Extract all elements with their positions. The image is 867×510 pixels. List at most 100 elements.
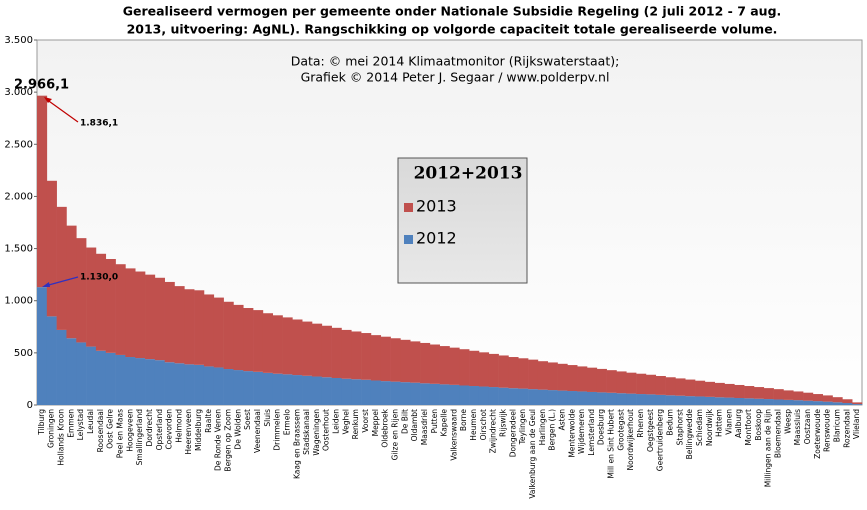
annotation-arrow <box>45 98 79 123</box>
annotation: 2.966,1 <box>14 78 69 93</box>
bar-segment <box>321 325 332 378</box>
bar-segment <box>262 372 274 405</box>
bar-segment <box>655 394 666 405</box>
x-tick-label: Valkenswaard <box>449 409 458 461</box>
x-tick-label: Vlieland <box>852 409 861 439</box>
x-tick-label: Groningen <box>47 409 56 448</box>
bar-segment <box>459 385 470 405</box>
bar-segment <box>46 180 57 317</box>
bar-segment <box>537 361 549 390</box>
annotation-arrow <box>44 276 79 287</box>
bar-segment <box>262 313 274 373</box>
x-tick-label: Bedum <box>665 409 674 436</box>
bar-segment <box>312 323 323 377</box>
x-tick-label: Kaag en Braassem <box>292 409 301 479</box>
bar-segment <box>135 271 146 359</box>
bar-segment <box>547 390 558 405</box>
chart-title: 2013, uitvoering: AgNL). Rangschikking o… <box>127 22 778 37</box>
bar-segment <box>439 346 450 385</box>
bar-segment <box>704 381 715 397</box>
bar-segment <box>331 327 342 378</box>
bar-segment <box>400 382 411 405</box>
bar-segment <box>528 389 539 405</box>
x-tick-label: Oosterhout <box>322 409 331 451</box>
bar-segment <box>783 399 794 405</box>
x-tick-label: Bergen op Zoom <box>224 409 233 472</box>
bar-segment <box>459 349 470 386</box>
x-tick-label: Blaricum <box>832 409 841 442</box>
bar-segment <box>125 357 136 405</box>
x-tick-label: Oost Gelre <box>106 409 115 449</box>
bar-segment <box>469 386 480 405</box>
bar-segment <box>400 339 411 383</box>
bar-segment <box>361 333 372 380</box>
bar-segment <box>665 377 676 396</box>
x-tick-label: Ermelo <box>282 409 291 436</box>
x-tick-label: Oldambt <box>410 409 419 441</box>
bar-segment <box>832 397 843 403</box>
bar-segment <box>331 377 342 405</box>
x-tick-label: Helmond <box>174 409 183 443</box>
bar-segment <box>793 400 804 405</box>
bar-segment <box>753 398 765 405</box>
bar-segment <box>547 362 558 391</box>
bar-segment <box>312 376 323 405</box>
bar-segment <box>773 399 784 405</box>
bar-segment <box>115 354 126 405</box>
bar-segment <box>685 396 696 405</box>
x-tick-label: Rijswijk <box>499 408 508 437</box>
x-tick-label: Renkum <box>351 409 360 439</box>
x-tick-label: Tilburg <box>37 409 46 436</box>
x-tick-label: Geertruidenberg <box>656 409 665 471</box>
bar-segment <box>253 371 264 405</box>
bar-segment <box>518 388 529 405</box>
bar-segment <box>95 350 107 405</box>
bar-segment <box>213 367 224 405</box>
bar-segment <box>606 392 617 405</box>
x-tick-label: Oostzaan <box>803 409 812 444</box>
bar-segment <box>341 329 352 379</box>
x-tick-label: Peel en Maas <box>115 409 124 458</box>
bar-segment <box>66 338 77 405</box>
bar-segment <box>744 386 755 399</box>
x-tick-label: Noordwijkerhout <box>626 409 635 471</box>
bar-segment <box>420 383 431 405</box>
bar-segment <box>46 316 57 405</box>
bar-segment <box>410 382 421 405</box>
bar-segment <box>203 366 215 405</box>
bar-segment <box>174 286 185 364</box>
bar-segment <box>753 387 765 399</box>
x-tick-label: Sluis <box>263 409 272 427</box>
x-tick-label: Opsterland <box>155 409 164 451</box>
bar-segment <box>645 394 657 405</box>
bar-segment <box>223 301 234 370</box>
bar-segment <box>518 358 529 389</box>
bar-segment <box>655 376 666 395</box>
bar-segment <box>37 287 48 405</box>
x-tick-label: Lemsterland <box>587 409 596 456</box>
x-tick-label: Boskoop <box>754 409 763 441</box>
legend-label: 2012 <box>416 229 457 248</box>
bar-segment <box>822 401 833 405</box>
annotation-arrow-head <box>44 97 52 103</box>
x-tick-label: Rhenen <box>636 409 645 438</box>
bar-segment <box>557 363 568 391</box>
x-tick-label: Leudal <box>86 409 95 434</box>
bar-segment <box>194 290 205 365</box>
bar-segment <box>223 369 234 405</box>
y-tick-label: 0 <box>27 400 33 411</box>
bar-segment <box>685 379 696 397</box>
bar-segment <box>37 95 48 288</box>
bar-segment <box>439 384 450 405</box>
bar-segment <box>626 372 637 394</box>
legend-title: 2012+2013 <box>414 164 523 184</box>
x-tick-label: Emmen <box>66 409 75 438</box>
bar-segment <box>832 402 843 405</box>
bar-segment <box>410 341 421 383</box>
chart-title: Gerealiseerd vermogen per gemeente onder… <box>123 4 782 19</box>
bar-segment <box>724 397 735 405</box>
bar-segment <box>429 344 440 384</box>
x-tick-label: Lelystad <box>76 409 85 441</box>
bar-segment <box>351 379 362 405</box>
